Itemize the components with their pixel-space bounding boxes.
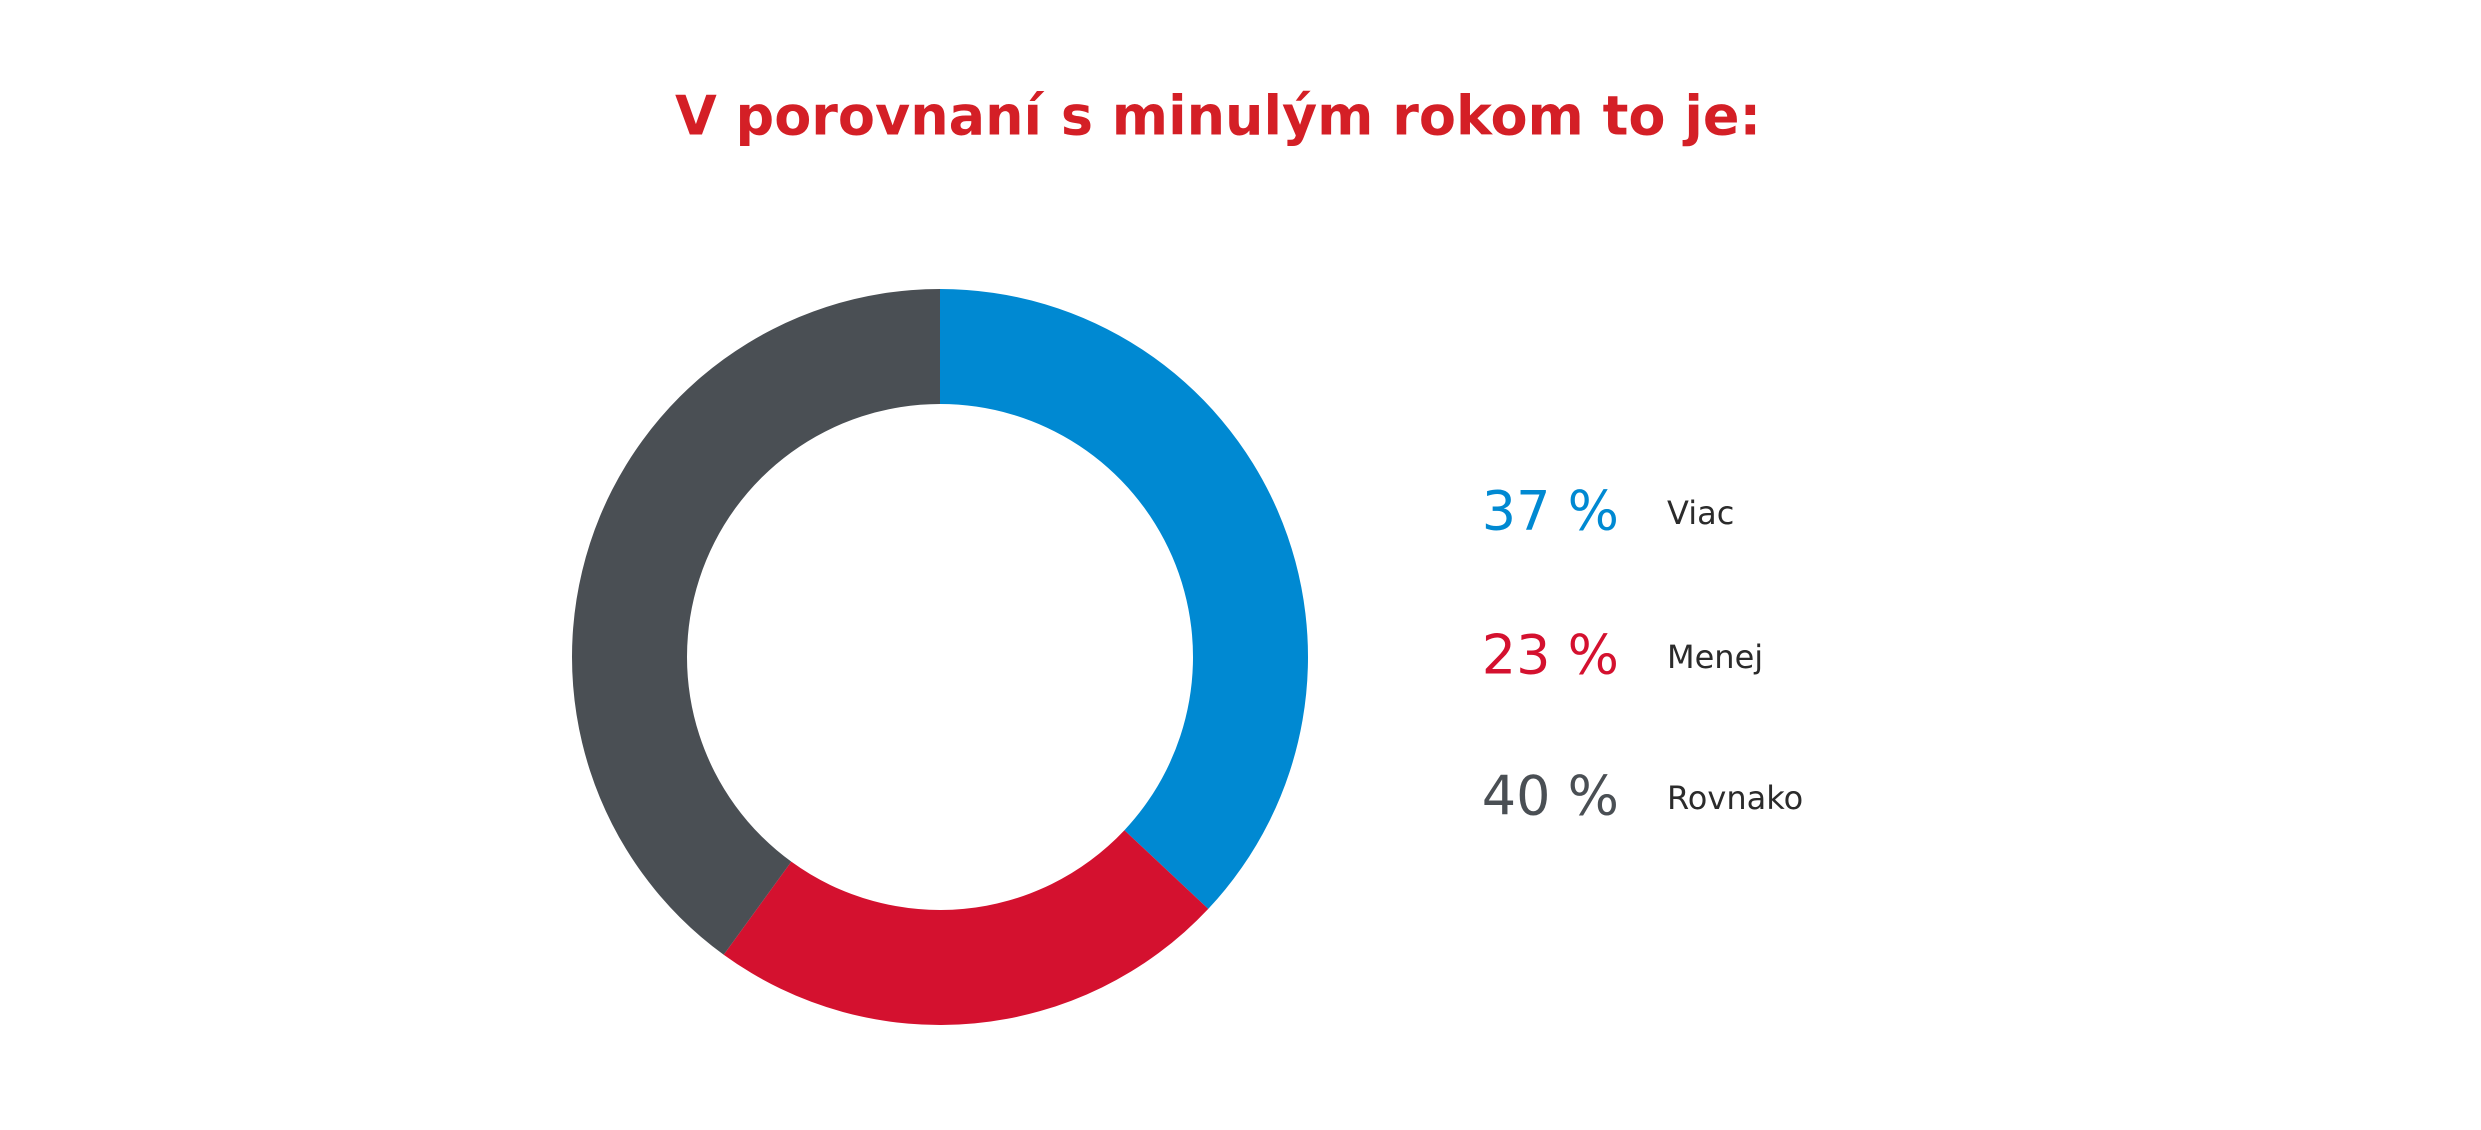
slice: [940, 289, 1308, 909]
legend-value: 40 %: [1482, 765, 1619, 828]
slice: [723, 830, 1209, 1026]
legend-label: Viac: [1667, 494, 1734, 532]
slice: [571, 289, 940, 955]
legend-value: 37 %: [1482, 480, 1619, 543]
legend-value: 23 %: [1482, 624, 1619, 687]
legend-label: Rovnako: [1667, 779, 1803, 817]
legend-label: Menej: [1667, 638, 1763, 676]
chart-title: V porovnaní s minulým rokom to je:: [675, 85, 1761, 148]
